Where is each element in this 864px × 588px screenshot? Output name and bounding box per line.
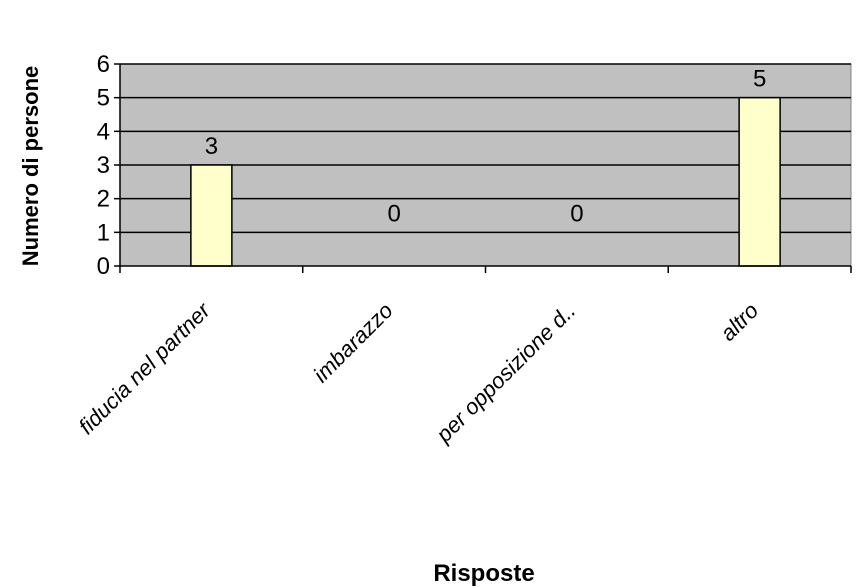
data-label: 0 bbox=[387, 200, 400, 227]
x-axis: fiducia nel partner imbarazzo per opposizi… bbox=[74, 265, 852, 448]
x-tick-label: per opposizione d.. bbox=[431, 298, 581, 448]
x-tick-label: altro bbox=[715, 298, 763, 346]
bars bbox=[190, 96, 781, 267]
x-tick-label: fiducia nel partner bbox=[74, 297, 217, 440]
y-axis-title: Numero di persone bbox=[18, 66, 43, 266]
y-tick-label: 4 bbox=[97, 118, 110, 145]
data-label: 0 bbox=[570, 200, 583, 227]
data-labels: 3 0 0 5 bbox=[205, 66, 767, 228]
gridlines bbox=[120, 63, 851, 234]
y-tick-label: 0 bbox=[97, 253, 110, 280]
data-label: 5 bbox=[753, 66, 766, 93]
x-axis-title: Risposte bbox=[433, 560, 534, 587]
y-tick-label: 5 bbox=[97, 85, 110, 112]
y-tick-label: 1 bbox=[97, 219, 110, 246]
y-tick-label: 2 bbox=[97, 186, 110, 213]
data-label: 3 bbox=[205, 133, 218, 160]
y-tick-label: 6 bbox=[97, 51, 110, 78]
x-tick-label: imbarazzo bbox=[308, 298, 397, 387]
bar bbox=[738, 96, 781, 267]
bar bbox=[190, 164, 233, 267]
y-axis: 0 1 2 3 4 5 6 bbox=[97, 51, 121, 280]
y-tick-label: 3 bbox=[97, 152, 110, 179]
